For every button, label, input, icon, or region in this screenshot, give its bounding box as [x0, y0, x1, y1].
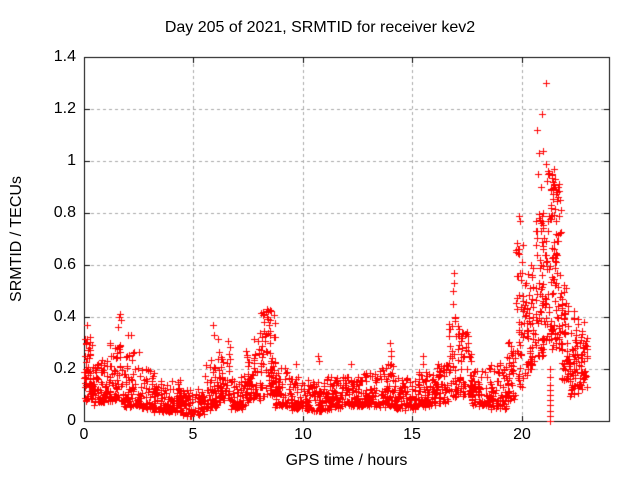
x-tick-label: 20 — [513, 426, 531, 443]
y-tick-label: 1 — [67, 152, 76, 169]
y-tick-label: 0 — [67, 412, 76, 429]
y-tick-label: 1.2 — [53, 100, 76, 117]
y-tick-label: 1.4 — [53, 48, 76, 65]
x-tick-label: 10 — [294, 426, 312, 443]
y-tick-label: 0.2 — [53, 360, 76, 377]
x-tick-label: 5 — [188, 426, 198, 443]
x-tick-label: 0 — [79, 426, 89, 443]
x-tick-label: 15 — [403, 426, 421, 443]
chart-title: Day 205 of 2021, SRMTID for receiver kev… — [164, 19, 476, 36]
x-axis-label: GPS time / hours — [285, 452, 408, 469]
y-tick-label: 0.4 — [53, 308, 76, 325]
y-tick-label: 0.8 — [53, 204, 76, 221]
y-tick-label: 0.6 — [53, 256, 76, 273]
y-axis-label: SRMTID / TECUs — [8, 176, 25, 302]
